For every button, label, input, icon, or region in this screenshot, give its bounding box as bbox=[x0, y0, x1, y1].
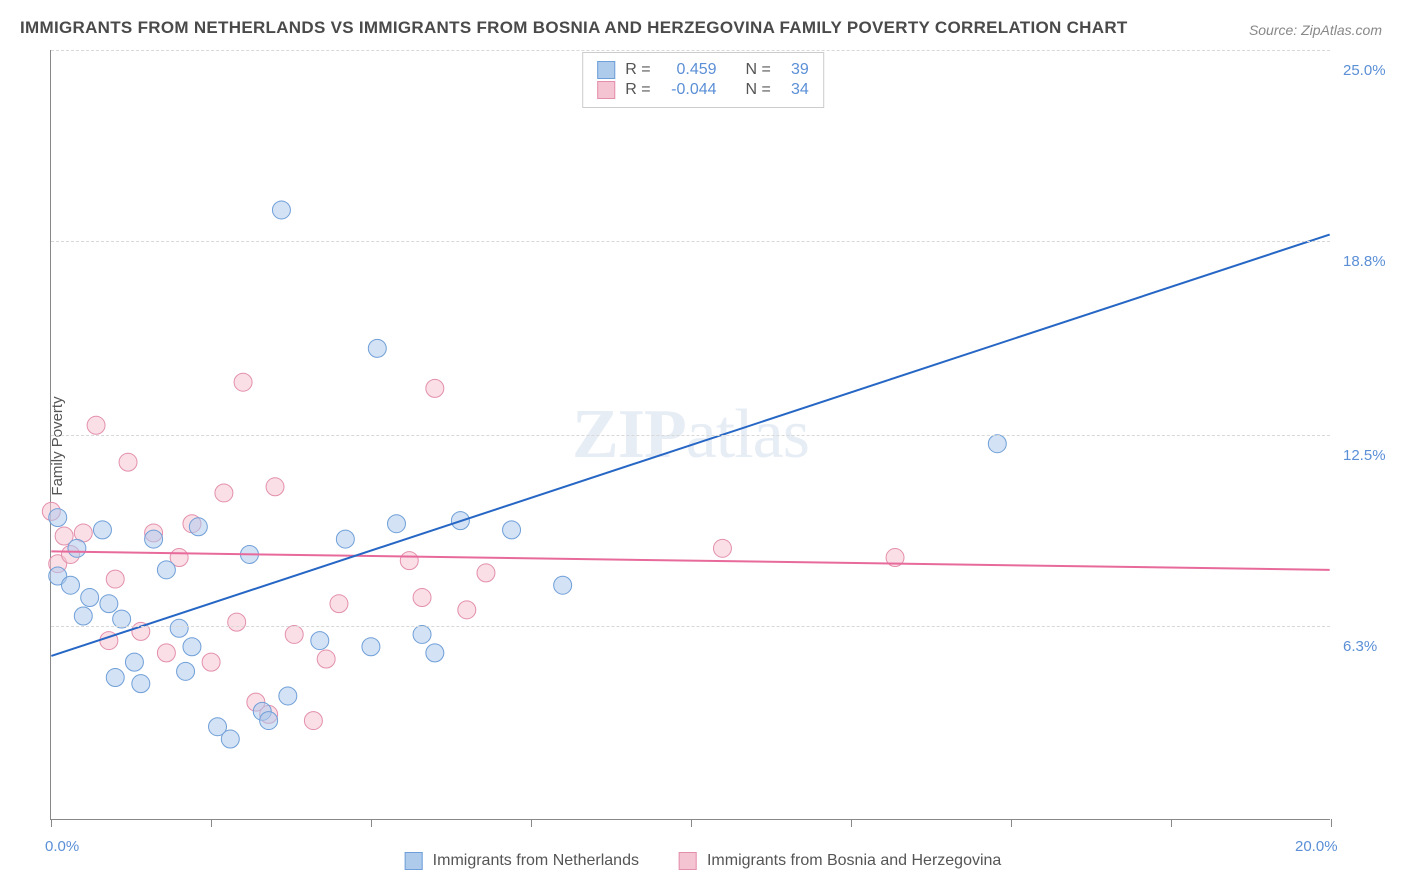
data-point bbox=[119, 453, 137, 471]
trend-line bbox=[51, 235, 1329, 656]
legend-stat-row: R = -0.044 N = 34 bbox=[597, 81, 809, 99]
data-point bbox=[285, 625, 303, 643]
data-point bbox=[87, 416, 105, 434]
data-point bbox=[93, 521, 111, 539]
plot-area: ZIPatlas 6.3%12.5%18.8%25.0%0.0%20.0% bbox=[50, 50, 1330, 820]
legend-swatch bbox=[597, 61, 615, 79]
data-point bbox=[304, 712, 322, 730]
y-tick-label: 25.0% bbox=[1343, 62, 1386, 79]
r-value: -0.044 bbox=[661, 81, 717, 99]
data-point bbox=[368, 339, 386, 357]
data-point bbox=[74, 607, 92, 625]
r-label: R = bbox=[625, 61, 650, 79]
data-point bbox=[81, 589, 99, 607]
data-point bbox=[477, 564, 495, 582]
data-point bbox=[189, 518, 207, 536]
data-point bbox=[100, 595, 118, 613]
legend-series: Immigrants from Netherlands Immigrants fr… bbox=[405, 852, 1002, 870]
x-tick bbox=[531, 819, 532, 827]
y-tick-label: 18.8% bbox=[1343, 253, 1386, 270]
y-tick-label: 6.3% bbox=[1343, 638, 1377, 655]
x-tick-label: 0.0% bbox=[45, 838, 79, 855]
legend-swatch bbox=[405, 852, 423, 870]
data-point bbox=[170, 619, 188, 637]
data-point bbox=[458, 601, 476, 619]
gridline bbox=[51, 435, 1330, 436]
data-point bbox=[554, 576, 572, 594]
data-point bbox=[183, 638, 201, 656]
legend-stats: R = 0.459 N = 39 R = -0.044 N = 34 bbox=[582, 52, 824, 108]
data-point bbox=[279, 687, 297, 705]
r-label: R = bbox=[625, 81, 650, 99]
data-point bbox=[49, 509, 67, 527]
data-point bbox=[330, 595, 348, 613]
x-tick bbox=[1011, 819, 1012, 827]
n-value: 39 bbox=[781, 61, 809, 79]
x-tick bbox=[211, 819, 212, 827]
data-point bbox=[311, 632, 329, 650]
data-point bbox=[157, 644, 175, 662]
x-tick bbox=[1171, 819, 1172, 827]
data-point bbox=[988, 435, 1006, 453]
data-point bbox=[272, 201, 290, 219]
data-point bbox=[106, 570, 124, 588]
data-point bbox=[413, 589, 431, 607]
x-tick bbox=[51, 819, 52, 827]
data-point bbox=[234, 373, 252, 391]
legend-swatch bbox=[679, 852, 697, 870]
data-point bbox=[106, 669, 124, 687]
data-point bbox=[426, 644, 444, 662]
data-point bbox=[260, 712, 278, 730]
legend-swatch bbox=[597, 81, 615, 99]
n-value: 34 bbox=[781, 81, 809, 99]
chart-title: IMMIGRANTS FROM NETHERLANDS VS IMMIGRANT… bbox=[20, 18, 1128, 38]
data-point bbox=[145, 530, 163, 548]
data-point bbox=[713, 539, 731, 557]
x-tick-label: 20.0% bbox=[1295, 838, 1338, 855]
data-point bbox=[266, 478, 284, 496]
n-label: N = bbox=[745, 81, 770, 99]
gridline bbox=[51, 241, 1330, 242]
data-point bbox=[362, 638, 380, 656]
data-point bbox=[132, 675, 150, 693]
y-tick-label: 12.5% bbox=[1343, 447, 1386, 464]
legend-item: Immigrants from Netherlands bbox=[405, 852, 639, 870]
data-point bbox=[177, 662, 195, 680]
x-tick bbox=[691, 819, 692, 827]
data-point bbox=[221, 730, 239, 748]
data-point bbox=[317, 650, 335, 668]
data-point bbox=[157, 561, 175, 579]
data-point bbox=[202, 653, 220, 671]
data-point bbox=[426, 379, 444, 397]
data-point bbox=[68, 539, 86, 557]
data-point bbox=[400, 552, 418, 570]
x-tick bbox=[1331, 819, 1332, 827]
data-point bbox=[387, 515, 405, 533]
legend-item: Immigrants from Bosnia and Herzegovina bbox=[679, 852, 1001, 870]
data-point bbox=[62, 576, 80, 594]
source-credit: Source: ZipAtlas.com bbox=[1249, 22, 1382, 38]
legend-label: Immigrants from Netherlands bbox=[433, 852, 639, 870]
data-point bbox=[125, 653, 143, 671]
x-tick bbox=[371, 819, 372, 827]
data-point bbox=[336, 530, 354, 548]
legend-label: Immigrants from Bosnia and Herzegovina bbox=[707, 852, 1001, 870]
data-point bbox=[215, 484, 233, 502]
gridline bbox=[51, 626, 1330, 627]
r-value: 0.459 bbox=[661, 61, 717, 79]
data-point bbox=[228, 613, 246, 631]
legend-stat-row: R = 0.459 N = 39 bbox=[597, 61, 809, 79]
data-point bbox=[503, 521, 521, 539]
x-tick bbox=[851, 819, 852, 827]
n-label: N = bbox=[745, 61, 770, 79]
gridline bbox=[51, 50, 1330, 51]
data-point bbox=[413, 625, 431, 643]
